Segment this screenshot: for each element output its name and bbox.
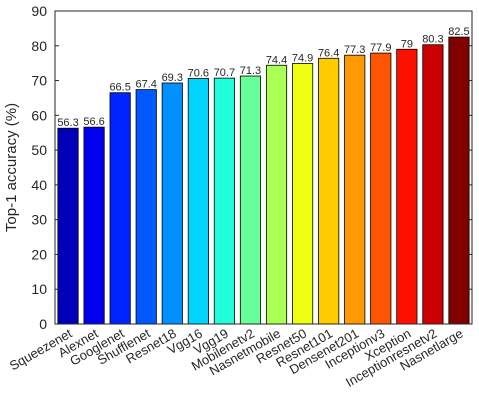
- value-label: 82.5: [448, 26, 469, 38]
- y-tick-label: 70: [31, 73, 47, 89]
- value-label: 77.3: [344, 44, 365, 56]
- x-axis-tick-labels: SqueezenetAlexnetGooglenetShufflenetResn…: [7, 325, 466, 389]
- value-label: 77.9: [370, 42, 391, 54]
- bar-nasnetlarge: [448, 36, 470, 325]
- y-tick-label: 60: [31, 107, 47, 123]
- y-tick-label: 10: [31, 281, 47, 297]
- y-axis-ticks: 0 10 20 30 40 50 60 70 80 90: [31, 3, 472, 332]
- bar-vgg19: [213, 77, 235, 325]
- value-label: 71.3: [240, 65, 261, 77]
- bar-resnet101: [318, 57, 340, 325]
- y-tick-label: 30: [31, 212, 47, 228]
- bar-inceptionresnetv2: [422, 44, 444, 325]
- axes-box: [54, 10, 473, 325]
- bar-shufflenet: [135, 89, 157, 325]
- bar-googlenet: [109, 92, 131, 325]
- bar-vgg16: [187, 78, 209, 325]
- bar-inceptionv3: [370, 52, 392, 325]
- bar-mobilenetv2: [239, 75, 262, 325]
- bar-nasnetmobile: [265, 64, 288, 325]
- value-labels-group: 56.3 56.6 66.5 67.4 69.3 70.6 70.7 71.3 74.4 74.9…: [57, 26, 469, 129]
- y-tick-label: 40: [31, 177, 47, 193]
- value-label: 74.4: [266, 54, 287, 66]
- y-axis-label: Top-1 accuracy (%): [3, 103, 20, 232]
- value-label: 74.9: [292, 53, 313, 65]
- bars-group: [57, 36, 470, 325]
- value-label: 56.6: [83, 116, 104, 128]
- bar-xception: [396, 48, 418, 325]
- bar-resnet18: [161, 82, 183, 325]
- plot-area: 56.3 56.6 66.5 67.4 69.3 70.6 70.7 71.3 74.4 74.9…: [7, 3, 473, 390]
- value-label: 69.3: [162, 72, 183, 84]
- value-label: 56.3: [57, 117, 78, 129]
- value-label: 79: [401, 38, 413, 50]
- bar-densenet201: [344, 54, 366, 325]
- bar-alexnet: [83, 126, 105, 325]
- value-label: 66.5: [109, 82, 130, 94]
- y-tick-label: 50: [31, 142, 47, 158]
- y-tick-label: 0: [39, 316, 47, 332]
- y-tick-label: 80: [31, 38, 47, 54]
- bar-resnet50: [292, 63, 314, 325]
- value-label: 70.7: [214, 67, 235, 79]
- value-label: 76.4: [318, 47, 339, 59]
- y-tick-label: 20: [31, 246, 47, 262]
- y-tick-label: 90: [31, 3, 47, 19]
- bar-squeezenet: [57, 127, 79, 325]
- value-label: 80.3: [422, 34, 443, 46]
- value-label: 70.6: [188, 67, 209, 79]
- value-label: 67.4: [136, 79, 157, 91]
